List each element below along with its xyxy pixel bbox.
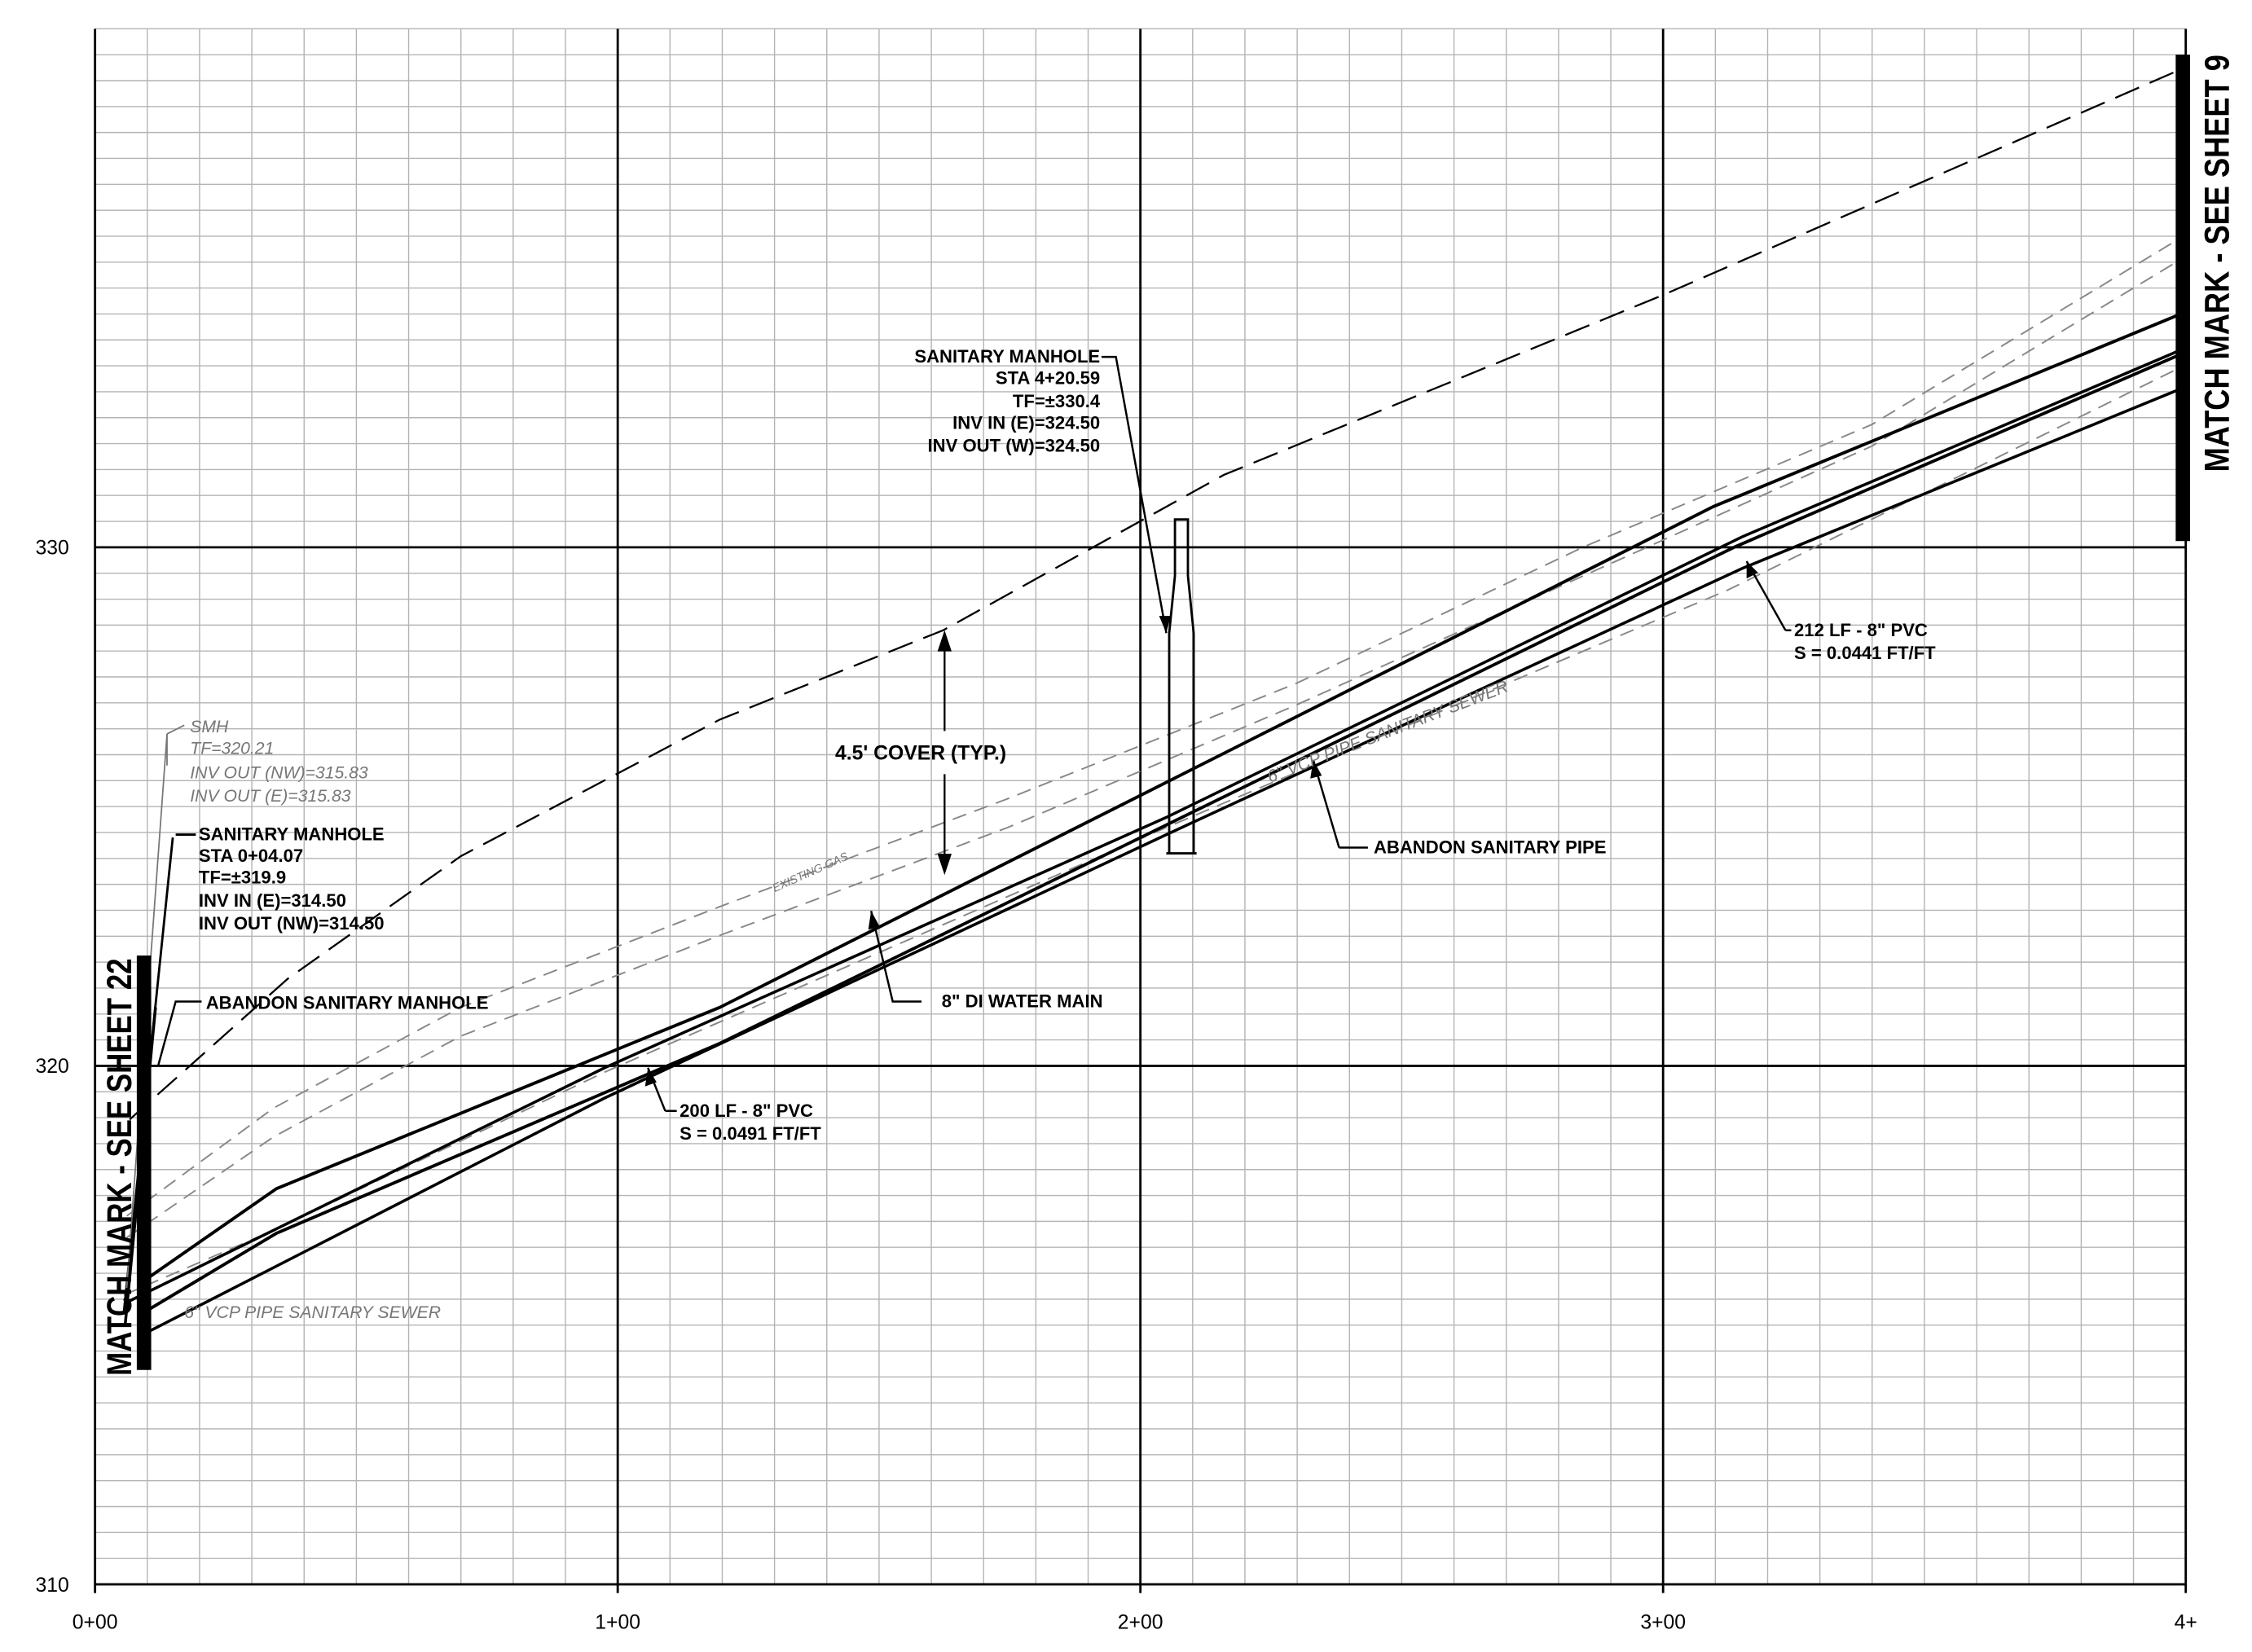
manhole-start-line-3: TF=±319.9: [199, 868, 286, 888]
pipe1-line-1: 200 LF - 8" PVC: [680, 1101, 813, 1121]
smh-line-3: INV OUT (NW)=315.83: [190, 764, 368, 783]
manhole-end-line-4: INV IN (E)=324.50: [952, 412, 1100, 433]
vcp-left-label: 6" VCP PIPE SANITARY SEWER: [184, 1303, 441, 1322]
manhole-start-label: SANITARY MANHOLE STA 0+04.07 TF=±319.9 I…: [175, 824, 385, 934]
pvc-sewer-line: [125, 348, 2183, 1304]
abandon-pipe-line: [143, 387, 2183, 1336]
right-match-bar: [2175, 55, 2191, 542]
cover-line: [129, 68, 2182, 1121]
pipe2-label: 212 LF - 8" PVC S = 0.0441 FT/FT: [1785, 620, 1936, 663]
pipe2-line-1: 212 LF - 8" PVC: [1794, 620, 1928, 640]
x-tick-label: 0+00: [73, 1612, 118, 1634]
manhole-end-line-2: STA 4+20.59: [996, 368, 1100, 389]
smh-label: SMH TF=320.21 INV OUT (NW)=315.83 INV OU…: [166, 718, 368, 806]
left-match-bar: [136, 955, 152, 1370]
abandon-pipe-label: ABANDON SANITARY PIPE: [1339, 837, 1606, 858]
major-grid: [94, 29, 2188, 1593]
x-tick-label: 3+00: [1640, 1612, 1686, 1634]
cover-dimension: [937, 630, 952, 876]
smh-line-1: SMH: [190, 718, 229, 736]
manhole-structure: [1166, 518, 1197, 855]
vcp-gray-line: [123, 366, 2182, 1296]
pipe1-line-2: S = 0.0491 FT/FT: [680, 1123, 821, 1144]
manhole-end-line-1: SANITARY MANHOLE: [914, 346, 1100, 367]
x-axis-labels: 0+00 1+00 2+00 3+00 4+: [73, 1612, 2197, 1634]
x-tick-label: 2+00: [1118, 1612, 1163, 1634]
pipe1-label: 200 LF - 8" PVC S = 0.0491 FT/FT: [665, 1101, 821, 1144]
existing-ground-line: [125, 236, 2182, 1217]
abandon-manhole-label: ABANDON SANITARY MANHOLE: [206, 992, 489, 1013]
manhole-end-line-3: TF=±330.4: [1013, 391, 1101, 411]
x-tick-label: 4+: [2175, 1612, 2197, 1634]
abandon-pipe-text: ABANDON SANITARY PIPE: [1374, 837, 1606, 858]
manhole-start-line-5: INV OUT (NW)=314.50: [199, 913, 385, 934]
y-tick-label: 310: [36, 1575, 69, 1597]
y-tick-label: 320: [36, 1056, 69, 1078]
manhole-start-line-4: INV IN (E)=314.50: [199, 890, 346, 911]
pipe2-line-2: S = 0.0441 FT/FT: [1794, 643, 1936, 663]
manhole-start-line-2: STA 0+04.07: [199, 846, 303, 866]
water-main-bottom: [143, 352, 2183, 1314]
vcp-right-label: 6" VCP PIPE SANITARY SEWER: [1265, 677, 1511, 786]
y-axis-labels: 310 320 330: [36, 538, 69, 1597]
water-main-top: [143, 312, 2183, 1282]
right-match-mark: MATCH MARK - SEE SHEET 9: [2198, 55, 2237, 472]
manhole-end-line-5: INV OUT (W)=324.50: [928, 436, 1101, 456]
cover-label: 4.5' COVER (TYP.): [835, 743, 1006, 765]
x-tick-label: 1+00: [595, 1612, 640, 1634]
smh-line-2: TF=320.21: [190, 740, 274, 758]
left-match-mark: MATCH MARK - SEE SHEET 22: [100, 959, 139, 1376]
manhole-end-label: SANITARY MANHOLE STA 4+20.59 TF=±330.4 I…: [914, 346, 1101, 456]
y-tick-label: 330: [36, 538, 69, 560]
existing-gas-label: EXISTING GAS: [770, 850, 850, 894]
leader-arrowheads: [644, 560, 1758, 1087]
manhole-start-line-1: SANITARY MANHOLE: [199, 824, 385, 845]
profile-lines: [122, 68, 2183, 1336]
water-main-label: 8" DI WATER MAIN: [942, 991, 1103, 1012]
smh-line-4: INV OUT (E)=315.83: [190, 787, 350, 806]
existing-gas-line: [125, 258, 2182, 1239]
